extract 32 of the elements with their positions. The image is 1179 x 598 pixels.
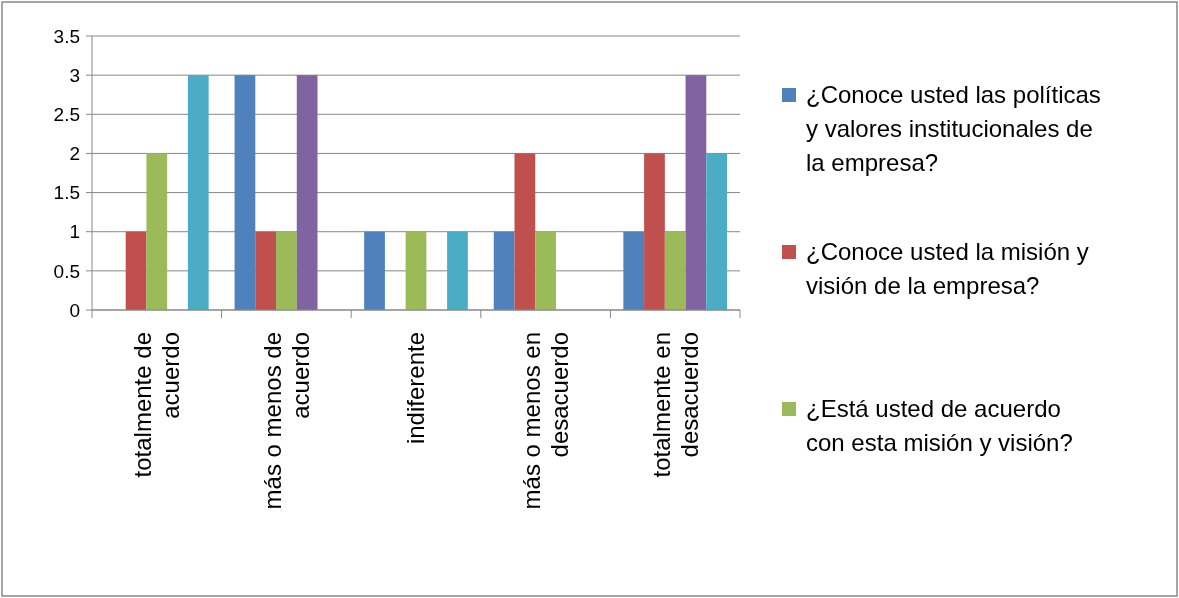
y-tick-label: 1.5 [53,182,80,204]
y-tick-label: 3 [69,64,80,86]
bar [493,231,515,310]
y-tick-label: 2.5 [53,103,80,125]
bar [187,75,209,310]
bar [125,231,147,310]
bar [685,75,707,310]
bar [644,153,665,310]
bar [405,231,427,310]
x-tick-label: más o menos de acuerdo [258,332,314,510]
y-tick-label: 1 [69,221,80,243]
bar [234,75,256,310]
bar [706,153,728,310]
y-tick-label: 2 [69,143,80,165]
bar [664,231,686,310]
bar [535,231,556,310]
legend-label: ¿Está usted de acuerdo con esta misión y visión? [806,395,1073,456]
y-tick-label: 0.5 [53,260,80,282]
bar [276,231,297,310]
bar [255,231,277,310]
x-tick-label: indiferente [402,332,430,445]
legend-label: ¿Conoce usted la misión y visión de la empresa? [806,238,1089,299]
y-tick-label: 3.5 [53,25,80,47]
bar [296,75,318,310]
bar [447,231,468,310]
y-tick-label: 0 [69,299,80,321]
bar [623,231,645,310]
bar [146,153,168,310]
legend-label: ¿Conoce usted las políticas y valores institucionales de la empresa? [806,81,1101,176]
x-tick-label: totalmente de acuerdo [129,332,185,478]
bar [364,231,385,310]
bar [514,153,536,310]
